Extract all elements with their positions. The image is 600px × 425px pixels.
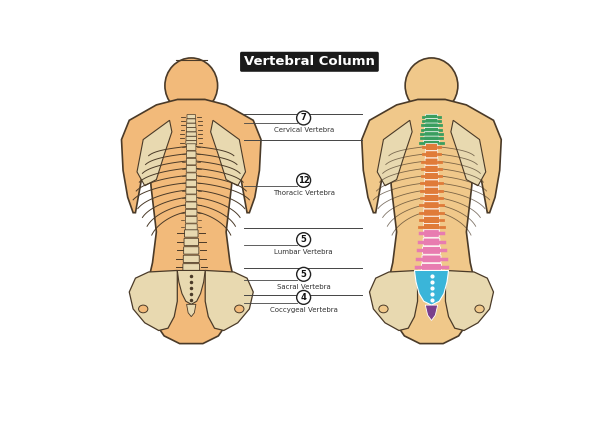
FancyBboxPatch shape [186, 132, 196, 136]
Polygon shape [137, 120, 172, 186]
FancyBboxPatch shape [186, 195, 197, 201]
FancyBboxPatch shape [187, 151, 196, 158]
Text: Cervical Vertebra: Cervical Vertebra [274, 127, 334, 133]
FancyBboxPatch shape [424, 187, 439, 194]
Text: Lumbar Vertebra: Lumbar Vertebra [274, 249, 333, 255]
Ellipse shape [165, 58, 218, 113]
FancyBboxPatch shape [422, 246, 440, 254]
Polygon shape [445, 270, 493, 331]
FancyBboxPatch shape [421, 264, 442, 271]
Ellipse shape [235, 305, 244, 313]
FancyBboxPatch shape [185, 217, 197, 223]
Polygon shape [129, 270, 178, 331]
FancyBboxPatch shape [424, 132, 439, 136]
FancyBboxPatch shape [186, 173, 196, 179]
FancyBboxPatch shape [424, 209, 439, 216]
Polygon shape [205, 270, 253, 331]
Polygon shape [211, 120, 245, 186]
Ellipse shape [475, 305, 484, 313]
Ellipse shape [379, 305, 388, 313]
Polygon shape [451, 120, 486, 186]
Polygon shape [415, 270, 449, 305]
FancyBboxPatch shape [424, 216, 439, 224]
Polygon shape [377, 120, 412, 186]
FancyBboxPatch shape [424, 224, 440, 231]
Ellipse shape [405, 58, 458, 113]
FancyBboxPatch shape [184, 247, 199, 254]
FancyBboxPatch shape [184, 238, 199, 246]
FancyBboxPatch shape [424, 180, 439, 187]
Polygon shape [178, 270, 205, 304]
FancyBboxPatch shape [187, 119, 196, 123]
FancyBboxPatch shape [425, 114, 437, 119]
FancyBboxPatch shape [187, 159, 196, 165]
FancyBboxPatch shape [422, 255, 441, 263]
Ellipse shape [139, 305, 148, 313]
Text: 5: 5 [301, 235, 307, 244]
FancyBboxPatch shape [425, 144, 437, 150]
Ellipse shape [296, 233, 311, 246]
FancyBboxPatch shape [187, 128, 196, 132]
FancyBboxPatch shape [186, 141, 197, 145]
Polygon shape [178, 99, 205, 113]
Text: 4: 4 [301, 293, 307, 302]
FancyBboxPatch shape [423, 238, 440, 246]
FancyBboxPatch shape [187, 144, 196, 150]
FancyBboxPatch shape [424, 202, 439, 209]
FancyBboxPatch shape [425, 151, 438, 158]
FancyBboxPatch shape [424, 136, 439, 141]
Polygon shape [425, 305, 438, 320]
Ellipse shape [296, 267, 311, 281]
FancyBboxPatch shape [185, 224, 197, 230]
Text: 5: 5 [301, 270, 307, 279]
Text: Vertebral Column: Vertebral Column [244, 55, 374, 68]
FancyBboxPatch shape [186, 180, 196, 187]
FancyBboxPatch shape [186, 136, 196, 141]
Text: 12: 12 [298, 176, 310, 185]
FancyBboxPatch shape [425, 123, 438, 128]
FancyBboxPatch shape [425, 173, 439, 180]
FancyBboxPatch shape [425, 128, 439, 132]
FancyBboxPatch shape [424, 230, 439, 237]
FancyBboxPatch shape [424, 195, 439, 201]
FancyBboxPatch shape [183, 255, 199, 263]
FancyBboxPatch shape [240, 52, 379, 72]
FancyBboxPatch shape [186, 166, 196, 172]
Ellipse shape [296, 111, 311, 125]
Ellipse shape [296, 290, 311, 304]
Ellipse shape [296, 173, 311, 187]
FancyBboxPatch shape [425, 158, 438, 165]
Text: Sacral Vertebra: Sacral Vertebra [277, 283, 331, 289]
FancyBboxPatch shape [186, 187, 197, 194]
Text: Coccygeal Vertebra: Coccygeal Vertebra [269, 307, 338, 313]
FancyBboxPatch shape [425, 119, 438, 123]
FancyBboxPatch shape [184, 230, 198, 237]
FancyBboxPatch shape [185, 202, 197, 209]
FancyBboxPatch shape [185, 209, 197, 216]
Polygon shape [370, 270, 418, 331]
FancyBboxPatch shape [424, 141, 439, 145]
FancyBboxPatch shape [425, 165, 438, 173]
Text: Thoracic Vertebra: Thoracic Vertebra [272, 190, 335, 196]
FancyBboxPatch shape [187, 114, 196, 119]
FancyBboxPatch shape [187, 123, 196, 127]
Polygon shape [121, 99, 261, 343]
Polygon shape [362, 99, 501, 343]
Text: 7: 7 [301, 113, 307, 122]
FancyBboxPatch shape [183, 264, 200, 271]
Polygon shape [187, 304, 196, 317]
Polygon shape [418, 99, 445, 113]
